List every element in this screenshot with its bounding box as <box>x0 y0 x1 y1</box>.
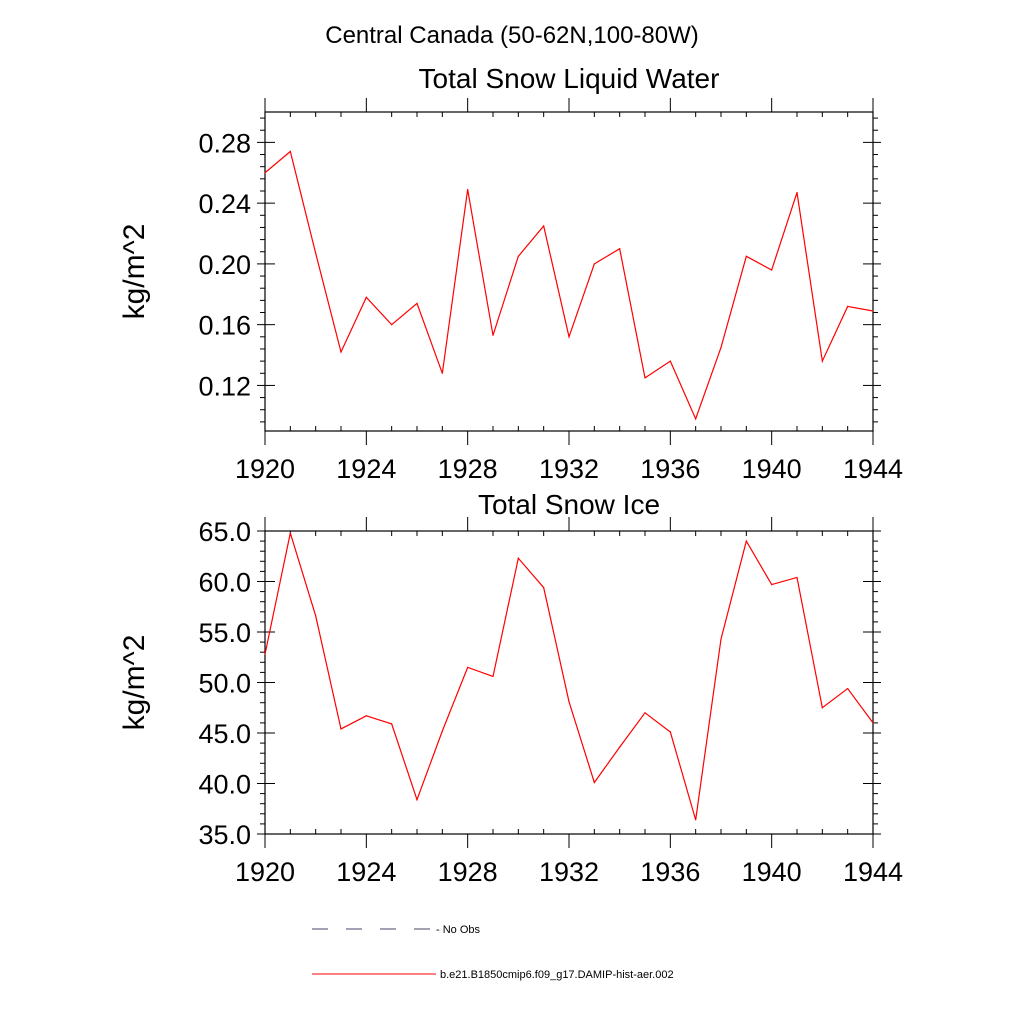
data-point <box>416 302 418 304</box>
data-point <box>264 172 266 174</box>
data-point <box>289 150 291 153</box>
y-tick-label: 0.24 <box>198 189 251 219</box>
x-tick-label: 1944 <box>843 857 903 887</box>
data-point <box>619 248 621 250</box>
data-point <box>467 666 469 668</box>
y-axis-label: kg/m^2 <box>118 224 151 320</box>
data-point <box>492 334 494 336</box>
data-point <box>644 712 646 714</box>
y-tick-label: 40.0 <box>198 770 251 800</box>
x-tick-label: 1924 <box>336 454 396 484</box>
data-point <box>619 746 621 748</box>
data-point <box>593 263 595 265</box>
data-point <box>568 336 570 338</box>
x-tick-label: 1928 <box>438 454 498 484</box>
data-point <box>745 540 747 542</box>
data-point <box>441 730 443 732</box>
data-point <box>695 418 697 420</box>
data-point <box>315 615 317 617</box>
panels: Total Snow Liquid Water kg/m^2 1920 1924 192… <box>118 63 903 887</box>
chart-title: Total Snow Ice <box>478 489 660 520</box>
chart-panel-2: Total Snow Ice kg/m^2 1920 1924 1928 1932 1936… <box>118 489 903 887</box>
data-point <box>543 586 545 589</box>
data-point <box>695 819 697 821</box>
x-tick-label: 1944 <box>843 454 903 484</box>
data-point <box>796 576 798 579</box>
data-point <box>745 255 747 257</box>
x-tick-label: 1920 <box>235 454 295 484</box>
data-point <box>416 799 418 801</box>
x-tick-label: 1936 <box>640 857 700 887</box>
y-tick-label: 55.0 <box>198 618 251 648</box>
x-tick-label: 1920 <box>235 857 295 887</box>
data-point <box>821 707 823 709</box>
data-point <box>365 715 367 717</box>
data-point <box>872 310 874 312</box>
data-point <box>467 188 469 191</box>
plot-frame <box>264 530 874 835</box>
y-tick-label: 0.28 <box>198 128 251 158</box>
data-point <box>492 675 494 678</box>
figure-suptitle: Central Canada (50-62N,100-80W) <box>325 22 699 49</box>
series-line <box>264 532 874 821</box>
data-point <box>771 583 773 586</box>
data-point <box>796 191 798 194</box>
data-point <box>872 722 874 724</box>
data-point <box>340 351 342 353</box>
x-tick-label: 1940 <box>742 857 802 887</box>
data-point <box>543 225 545 227</box>
data-point <box>720 638 722 640</box>
data-point <box>847 687 849 690</box>
y-tick-label: 0.20 <box>198 250 251 280</box>
legend-label-no-obs: - No Obs <box>436 924 481 936</box>
legend-label-model: b.e21.B1850cmip6.f09_g17.DAMIP-hist-aer.… <box>440 969 674 981</box>
x-tick-label: 1936 <box>640 454 700 484</box>
y-tick-label: 0.16 <box>198 311 251 341</box>
x-tick-label: 1940 <box>742 454 802 484</box>
data-point <box>517 255 519 257</box>
x-tick-label: 1924 <box>336 857 396 887</box>
y-tick-label: 35.0 <box>198 820 251 850</box>
y-tick-label: 65.0 <box>198 517 251 547</box>
data-point <box>821 360 823 362</box>
data-point <box>340 728 342 730</box>
x-tick-label: 1928 <box>438 857 498 887</box>
chart-panel-1: Total Snow Liquid Water kg/m^2 1920 1924 192… <box>118 63 903 484</box>
data-point <box>669 360 671 362</box>
data-point <box>391 324 393 326</box>
data-point <box>644 377 646 379</box>
x-tick-label: 1932 <box>539 454 599 484</box>
y-tick-label: 0.12 <box>198 371 251 401</box>
data-point <box>720 346 722 349</box>
series-line <box>264 150 874 421</box>
y-tick-label: 50.0 <box>198 669 251 699</box>
chart-title: Total Snow Liquid Water <box>419 63 720 94</box>
data-point <box>593 781 595 784</box>
data-point <box>264 653 266 655</box>
data-point <box>568 701 570 703</box>
data-point <box>847 305 849 308</box>
data-point <box>669 731 671 733</box>
data-point <box>391 723 393 725</box>
data-point <box>315 252 317 254</box>
plot-frame <box>264 111 874 432</box>
data-point <box>365 296 367 298</box>
y-tick-label: 60.0 <box>198 568 251 598</box>
y-tick-label: 45.0 <box>198 719 251 749</box>
data-point <box>441 372 443 374</box>
data-point <box>289 532 291 534</box>
data-point <box>517 557 519 559</box>
y-axis-label: kg/m^2 <box>118 635 151 731</box>
data-point <box>771 269 773 271</box>
legend: - No Obs b.e21.B1850cmip6.f09_g17.DAMIP-h… <box>312 924 674 981</box>
x-tick-label: 1932 <box>539 857 599 887</box>
